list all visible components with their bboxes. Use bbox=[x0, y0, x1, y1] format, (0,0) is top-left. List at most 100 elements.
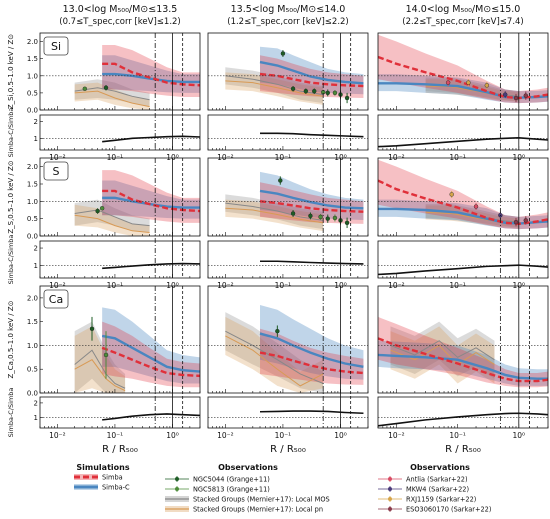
ratio-y-tick-label: 2 bbox=[34, 118, 38, 126]
observation-point bbox=[344, 220, 350, 226]
simba-band bbox=[378, 34, 548, 104]
observation-point bbox=[513, 219, 519, 225]
tick-group: 10⁻² 10⁻¹ 10⁰ bbox=[207, 106, 369, 162]
legend-simba-c-label: Simba-C bbox=[102, 484, 130, 492]
observation-point bbox=[103, 85, 109, 90]
x-tick-label: 10⁰ bbox=[166, 153, 179, 162]
ratio-y-tick-label: 1 bbox=[34, 135, 38, 143]
panel-body bbox=[378, 316, 548, 388]
x-tick-label: 10⁰ bbox=[334, 281, 347, 290]
simba-line bbox=[259, 72, 364, 88]
ratio-y-tick-label: 2 bbox=[34, 399, 38, 407]
x-tick-label: 10⁻¹ bbox=[449, 153, 466, 162]
main-panel-frame bbox=[377, 285, 549, 394]
legend-stacked-mos-label: Stacked Groups (Mernier+17): Local MOS bbox=[193, 496, 330, 504]
tick-group: 10⁻² 10⁻¹ 10⁰ bbox=[377, 106, 549, 162]
panel-si-2: 10⁻² 10⁻¹ 10⁰ bbox=[207, 32, 369, 162]
observation-point bbox=[82, 86, 88, 91]
y-tick-label: 0.0 bbox=[27, 233, 38, 241]
ratio-panel-frame bbox=[39, 114, 201, 151]
observation-point bbox=[473, 204, 479, 209]
x-axis-label-2: R / R₅₀₀ bbox=[270, 444, 306, 455]
legend-eso3060170-label: ESO3060170 (Sarkar+22) bbox=[406, 506, 491, 514]
x-axis-label-1: R / R₅₀₀ bbox=[102, 444, 138, 455]
legend-antlia-label: Antlia (Sarkar+22) bbox=[406, 476, 468, 484]
stacked-pn-line bbox=[74, 214, 150, 234]
element-label-box bbox=[43, 161, 69, 181]
simba-line bbox=[101, 346, 200, 378]
panel-si-3: 10⁻² 10⁻¹ 10⁰ bbox=[377, 32, 549, 162]
ratio-line bbox=[259, 410, 364, 415]
simba-c-line bbox=[259, 60, 364, 85]
y-tick-label: 1.0 bbox=[27, 198, 38, 206]
x-tick-label: 10⁰ bbox=[513, 153, 526, 162]
simba-band bbox=[378, 159, 548, 230]
legend-stacked-pn-label: Stacked Groups (Mernier+17): Local pn bbox=[193, 506, 323, 514]
simba-band bbox=[102, 170, 200, 223]
panel-ca-3: 10⁻² 10⁻¹ 10⁰ bbox=[377, 285, 549, 440]
x-tick-label: 10⁻² bbox=[49, 153, 66, 162]
simba-c-line bbox=[378, 353, 548, 380]
observation-point bbox=[325, 90, 330, 96]
legend-ngc5044-swatch bbox=[175, 477, 179, 481]
panel-s-3: 10⁻² 10⁻¹ 10⁰ bbox=[377, 157, 549, 290]
x-tick-label: 10⁻² bbox=[388, 153, 405, 162]
panel-body bbox=[378, 34, 548, 104]
panel-body bbox=[208, 305, 368, 393]
ratio-line bbox=[377, 264, 549, 276]
legend-ngc5813-swatch bbox=[175, 487, 179, 491]
main-panel-frame bbox=[39, 32, 201, 111]
ratio-y-axis-label: Simba-C/Simba bbox=[7, 108, 15, 158]
observation-point bbox=[466, 80, 471, 85]
observation-point bbox=[308, 213, 313, 219]
observation-point bbox=[513, 95, 519, 101]
panel-body bbox=[208, 46, 368, 105]
column-subtitle-2: (1.2≤T_spec,corr [keV]≤2.2) bbox=[227, 17, 349, 27]
ratio-panel-frame bbox=[377, 396, 549, 429]
simba-c-line bbox=[259, 189, 364, 210]
tick-group: 10⁻² 10⁻¹ 10⁰ bbox=[377, 232, 549, 290]
panel-body bbox=[40, 170, 200, 236]
panel-ca-1: 10⁻² 10⁻¹ 10⁰ 0.0 0.5 1.0 1.5 2.0 1 2 Z_Ca,0.5–1.0… bbox=[7, 285, 201, 440]
y-tick-label: 1.5 bbox=[27, 55, 38, 63]
y-tick-label: 1.0 bbox=[27, 342, 38, 350]
panel-grid: 10⁻² 10⁻¹ 10⁰ 0.0 0.5 1.0 1.5 2.0 1 2 Z_Si,0.5–1.0… bbox=[7, 32, 549, 440]
y-tick-label: 1.5 bbox=[27, 318, 38, 326]
x-tick-label: 10⁰ bbox=[166, 281, 179, 290]
column-title-3: 14.0<log M₅₀₀/M⊙≤15.0 bbox=[406, 4, 521, 15]
y-tick-label: 1.0 bbox=[27, 72, 38, 80]
stacked-mos-band bbox=[225, 67, 324, 104]
observation-point bbox=[312, 88, 317, 94]
x-tick-label: 10⁻¹ bbox=[275, 281, 292, 290]
main-panel-frame bbox=[207, 285, 369, 394]
ratio-y-axis-label: Simba-C/Simba bbox=[7, 235, 15, 285]
legend-ngc5813-label: NGC5813 (Grange+11) bbox=[193, 486, 270, 494]
legend-ngc5044-label: NGC5044 (Grange+11) bbox=[193, 476, 270, 484]
x-tick-label: 10⁻¹ bbox=[107, 281, 124, 290]
legend-observations-title-1: Observations bbox=[218, 463, 278, 472]
legend-rxj1159-swatch bbox=[388, 497, 392, 501]
stacked-pn-line bbox=[225, 207, 324, 224]
ratio-line bbox=[102, 135, 201, 143]
observation-point bbox=[99, 206, 105, 211]
simba-c-band bbox=[260, 171, 364, 221]
tick-group: 10⁻² 10⁻¹ 10⁰ 0.0 0.5 1.0 1.5 2.0 1 2 Z_Si,0.5–1.0… bbox=[7, 34, 201, 162]
simba-c-line bbox=[378, 82, 548, 99]
tick-group: 10⁻² 10⁻¹ 10⁰ 0.0 0.5 1.0 1.5 2.0 1 2 Z_Ca,0.5–1.0… bbox=[7, 294, 201, 440]
ratio-line bbox=[260, 260, 364, 265]
x-tick-label: 10⁰ bbox=[166, 431, 179, 440]
observation-point bbox=[445, 80, 451, 85]
x-tick-label: 10⁻¹ bbox=[107, 153, 124, 162]
element-label: S bbox=[53, 165, 60, 178]
column-subtitle-3: (2.2≤T_spec,corr [keV]≤7.4) bbox=[402, 17, 524, 27]
element-label: Si bbox=[51, 40, 61, 53]
ratio-y-tick-label: 1 bbox=[34, 262, 38, 270]
ratio-line bbox=[102, 413, 201, 421]
simba-c-line bbox=[259, 332, 364, 369]
observation-point bbox=[484, 83, 490, 88]
y-tick-label: 0.0 bbox=[27, 107, 38, 115]
observation-point bbox=[95, 208, 100, 214]
y-axis-label: Z_Si,0.5–1.0 keV / Z⊙ bbox=[7, 34, 15, 109]
panel-s-2: 10⁻² 10⁻¹ 10⁰ bbox=[207, 157, 369, 290]
